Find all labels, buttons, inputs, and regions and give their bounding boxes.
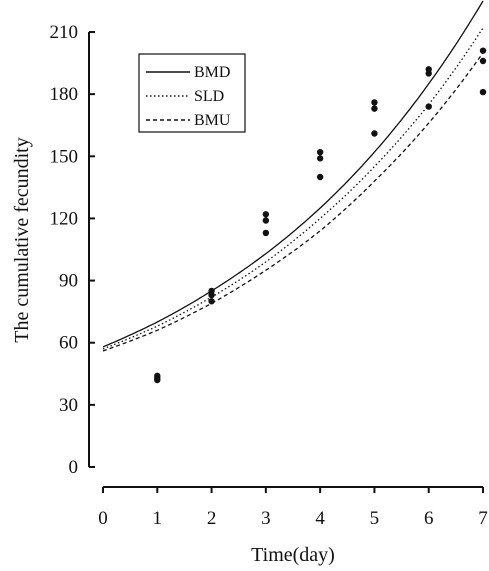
x-tick-label: 0 — [98, 508, 108, 529]
y-tick-label: 30 — [59, 395, 78, 416]
point-bmu — [425, 103, 432, 110]
point-bmd — [479, 47, 487, 54]
y-tick-label: 120 — [50, 208, 79, 229]
point-bmd — [262, 211, 270, 218]
point-sld — [479, 57, 487, 65]
point-sld — [425, 70, 432, 77]
point-sld — [316, 155, 324, 162]
x-tick-label: 4 — [315, 508, 325, 529]
x-tick-label: 1 — [153, 508, 163, 529]
point-bmu — [208, 298, 215, 305]
y-axis-title: The cumulative fecundity — [11, 137, 33, 342]
curve-bmu — [102, 52, 484, 352]
x-tick-label: 7 — [478, 508, 488, 529]
point-sld — [208, 291, 215, 299]
x-tick-label: 3 — [261, 508, 271, 529]
point-bmu — [371, 130, 378, 137]
legend-label-bmu: BMU — [194, 112, 231, 129]
x-axis-title: Time(day) — [251, 544, 335, 566]
x-tick-label: 2 — [207, 508, 217, 529]
legend: BMD SLD BMU — [138, 53, 246, 133]
legend-label-bmd: BMD — [194, 64, 230, 81]
curve-sld — [102, 27, 484, 350]
y-tick-label: 0 — [69, 457, 79, 478]
point-bmd — [316, 148, 324, 156]
point-bmu — [262, 229, 270, 237]
x-tick-label: 6 — [424, 508, 434, 529]
point-bmd — [371, 99, 378, 106]
point-bmu — [154, 376, 161, 384]
y-tick-label: 90 — [59, 271, 78, 292]
point-sld — [371, 105, 378, 112]
point-bmu — [316, 173, 324, 181]
legend-label-sld: SLD — [194, 88, 224, 105]
point-sld — [262, 217, 270, 224]
x-tick-label: 5 — [370, 508, 380, 529]
y-tick-label: 60 — [59, 333, 78, 354]
fitted-curves — [102, 0, 484, 352]
legend-box — [138, 53, 246, 133]
y-tick-label: 180 — [50, 84, 79, 105]
point-bmu — [479, 88, 487, 96]
axes: 0 30 60 90 120 150 180 210 0 1 2 3 4 5 6 7 Time(day) The … — [11, 22, 488, 566]
y-tick-label: 150 — [50, 146, 79, 167]
data-points — [154, 47, 487, 384]
curve-bmd — [102, 0, 484, 348]
y-tick-label: 210 — [50, 22, 79, 43]
